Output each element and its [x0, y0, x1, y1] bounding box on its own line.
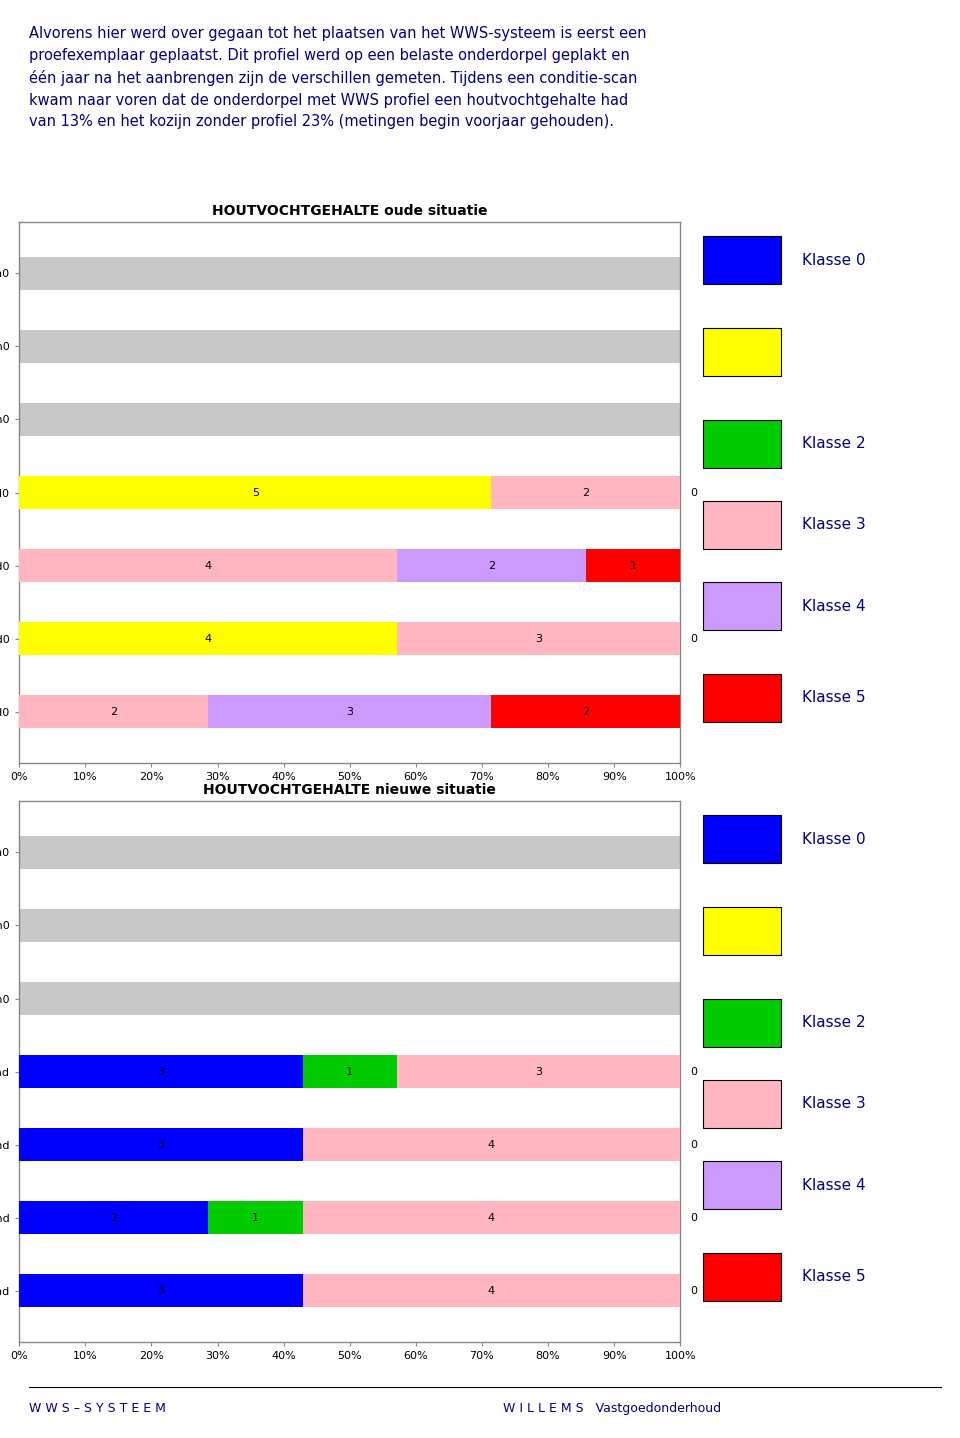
Text: 1: 1	[252, 1212, 259, 1222]
Text: Klasse 5: Klasse 5	[802, 1270, 865, 1284]
Bar	[586, 549, 681, 582]
FancyBboxPatch shape	[703, 420, 780, 469]
Bar	[19, 403, 681, 436]
Bar	[19, 1274, 302, 1307]
Text: 5: 5	[252, 487, 259, 498]
Text: 0: 0	[690, 1139, 697, 1149]
Text: Klasse 0: Klasse 0	[802, 253, 865, 267]
Bar	[19, 1055, 681, 1089]
Bar	[19, 623, 396, 656]
FancyBboxPatch shape	[703, 328, 780, 377]
Text: 4: 4	[204, 561, 211, 571]
Bar	[208, 1201, 302, 1234]
Bar	[302, 1129, 681, 1160]
FancyBboxPatch shape	[703, 815, 780, 863]
Bar	[19, 695, 681, 728]
Text: 2: 2	[110, 1212, 117, 1222]
Text: Klasse 2: Klasse 2	[802, 1015, 865, 1031]
FancyBboxPatch shape	[703, 582, 780, 630]
Bar	[492, 476, 681, 509]
Text: Klasse 2: Klasse 2	[802, 436, 865, 452]
Bar	[19, 835, 681, 869]
Bar	[302, 1201, 681, 1234]
Text: Klasse 0: Klasse 0	[802, 831, 865, 847]
Bar	[19, 695, 208, 728]
Text: Alvorens hier werd over gegaan tot het plaatsen van het WWS-systeem is eerst een: Alvorens hier werd over gegaan tot het p…	[29, 26, 646, 129]
Text: 4: 4	[488, 1212, 495, 1222]
Bar	[208, 695, 492, 728]
Text: 3: 3	[157, 1139, 164, 1149]
Bar	[396, 623, 681, 656]
Text: 2: 2	[110, 706, 117, 716]
Bar	[19, 257, 681, 290]
Title: HOUTVOCHTGEHALTE oude situatie: HOUTVOCHTGEHALTE oude situatie	[212, 204, 488, 219]
Bar	[19, 1274, 681, 1307]
FancyBboxPatch shape	[703, 1080, 780, 1129]
Bar	[19, 982, 681, 1015]
Text: 2: 2	[583, 706, 589, 716]
Text: 3: 3	[157, 1067, 164, 1077]
Text: 3: 3	[157, 1286, 164, 1296]
Bar	[19, 1055, 302, 1089]
FancyBboxPatch shape	[703, 236, 780, 285]
Text: Klasse 3: Klasse 3	[802, 1097, 865, 1112]
Text: 0: 0	[690, 1067, 697, 1077]
Bar	[302, 1274, 681, 1307]
Text: 4: 4	[488, 1286, 495, 1296]
Text: 3: 3	[535, 634, 542, 644]
Text: 0: 0	[690, 1212, 697, 1222]
Text: 0: 0	[690, 634, 697, 644]
Text: Klasse 4: Klasse 4	[802, 1178, 865, 1192]
Bar	[19, 623, 681, 656]
Text: W I L L E M S   Vastgoedonderhoud: W I L L E M S Vastgoedonderhoud	[503, 1402, 722, 1415]
FancyBboxPatch shape	[703, 673, 780, 722]
Text: Klasse 4: Klasse 4	[802, 598, 865, 614]
Bar	[19, 476, 492, 509]
Text: 4: 4	[488, 1139, 495, 1149]
Text: 1: 1	[630, 561, 636, 571]
FancyBboxPatch shape	[703, 500, 780, 549]
Text: 1: 1	[347, 1067, 353, 1077]
Text: 2: 2	[488, 561, 495, 571]
Bar	[19, 331, 681, 362]
FancyBboxPatch shape	[703, 1252, 780, 1301]
Bar	[19, 1129, 681, 1160]
Bar	[492, 695, 681, 728]
Bar	[396, 549, 586, 582]
Text: 2: 2	[583, 487, 589, 498]
FancyBboxPatch shape	[703, 998, 780, 1047]
Text: Klasse 3: Klasse 3	[802, 518, 865, 532]
Text: W W S – S Y S T E E M: W W S – S Y S T E E M	[29, 1402, 165, 1415]
Bar	[19, 1129, 302, 1160]
Bar	[19, 1201, 681, 1234]
Text: 3: 3	[347, 706, 353, 716]
Bar	[19, 1201, 208, 1234]
Bar	[19, 549, 396, 582]
Bar	[396, 1055, 681, 1089]
Bar	[302, 1055, 396, 1089]
Text: 3: 3	[535, 1067, 542, 1077]
Text: 0: 0	[690, 1286, 697, 1296]
Title: HOUTVOCHTGEHALTE nieuwe situatie: HOUTVOCHTGEHALTE nieuwe situatie	[204, 784, 496, 798]
Text: 4: 4	[204, 634, 211, 644]
Bar	[19, 476, 681, 509]
Bar	[19, 909, 681, 942]
FancyBboxPatch shape	[703, 1160, 780, 1209]
Text: 0: 0	[690, 487, 697, 498]
FancyBboxPatch shape	[703, 907, 780, 955]
Bar	[19, 549, 681, 582]
Text: Klasse 5: Klasse 5	[802, 690, 865, 706]
